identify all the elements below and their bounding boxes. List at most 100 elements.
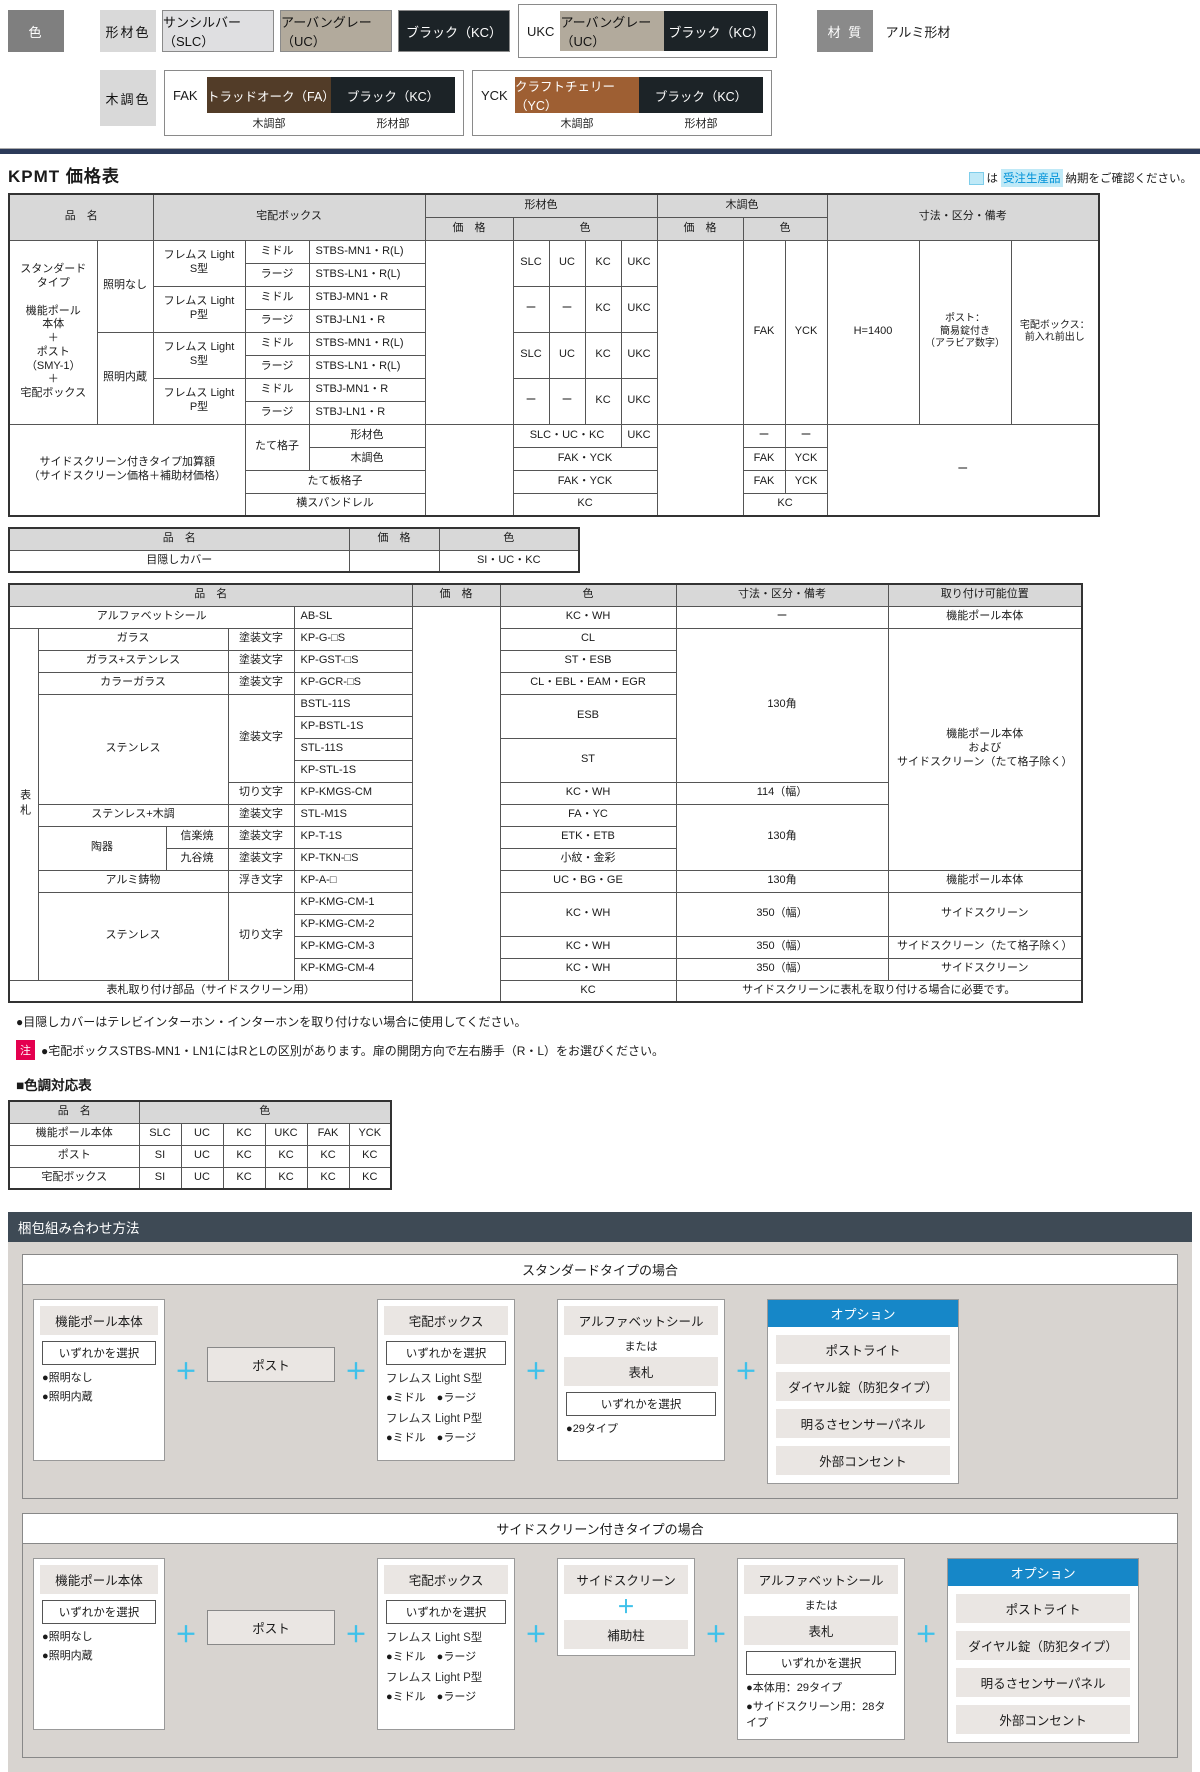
table-cell [656,239,744,425]
table-cell: KC [348,1144,392,1168]
header-cell: 取り付け可能位置 [887,583,1083,607]
pole-bullet: ●照明内蔵 [42,1650,93,1662]
table-cell: サイドスクリーン [887,957,1083,981]
table-cell [411,605,501,1003]
plus-icon: ＋ [175,1622,198,1647]
table-cell: KP-KMG-CM-1 [293,891,413,915]
table-cell: ー [784,423,828,448]
table-cell: UKC [620,239,658,287]
packing-section: 梱包組み合わせ方法 スタンダードタイプの場合 機能ポール本体 いずれかを選択 ●… [0,1212,1200,1772]
packing-panel: スタンダードタイプの場合 機能ポール本体 いずれかを選択 ●照明なし ●照明内蔵… [8,1242,1192,1772]
nameplate-label: アルファベットシール [744,1565,899,1594]
table-cell: ミドル [244,331,310,356]
pole-box: 機能ポール本体 いずれかを選択 ●照明なし ●照明内蔵 [33,1558,165,1730]
option-item: ポストライト [776,1335,951,1364]
header-cell: 木調色 [656,193,828,218]
nameplate-bullet: ●本体用：29タイプ [746,1682,842,1694]
fak-wood-swatch: トラッドオーク（FA） [207,77,335,113]
post-bar: ポスト [207,1610,336,1645]
fak-black-swatch: ブラック（KC） [331,77,455,113]
packing-sidescreen-title: サイドスクリーン付きタイプの場合 [23,1514,1177,1544]
pole-label: 機能ポール本体 [40,1306,158,1335]
option-item: 明るさセンサーパネル [776,1409,951,1438]
table-cell: ガラス+ステンレス [37,649,229,673]
packing-standard-flow: 機能ポール本体 いずれかを選択 ●照明なし ●照明内蔵 ＋ ポスト ＋ 宅配ボッ… [23,1285,1177,1498]
header-cell: 品 名 [8,527,350,551]
table-cell: サイドスクリーンに表札を取り付ける場合に必要です。 [675,979,1083,1003]
support-post-label: 補助柱 [564,1620,689,1649]
table-row: KP-KMG-CM-2 [9,913,1082,937]
pole-bullet: ●照明内蔵 [42,1391,93,1403]
table-cell: YCK [784,239,828,425]
table-cell: アルファベットシール [8,605,295,629]
table-cell: サイドスクリーン [887,891,1083,937]
table-cell: ー [675,605,889,629]
table-cell: 塗装文字 [227,627,295,651]
table-cell: 130角 [675,869,889,893]
table-cell: STBS-MN1・R(L) [308,331,426,356]
delivery-label: 宅配ボックス [384,1565,509,1594]
table-cell: 目隠しカバー [8,549,350,573]
header-cell: 寸法・区分・備考 [675,583,889,607]
table-cell: UKC [264,1122,308,1146]
table-cell: ラージ [244,354,310,379]
table-cell: KC・WH [499,891,677,937]
table-cell: KP-GCR-□S [293,671,413,695]
header-cell: 価 格 [424,216,514,241]
table-row: ラージ STBS-LN1・R(L) [9,354,1099,379]
delivery-options: ●ミドル ●ラージ [386,1651,477,1663]
packing-standard-section: スタンダードタイプの場合 機能ポール本体 いずれかを選択 ●照明なし ●照明内蔵… [22,1254,1178,1499]
table-cell: SI [138,1144,182,1168]
table-cell: STBJ-MN1・R [308,285,426,310]
table-row: ラージ STBJ-LN1・R [9,400,1099,425]
delivery-group: フレムス Light P型 [386,1413,483,1425]
color-map-table: 品 名色機能ポール本体 SLC UC KC UKC FAK YCK ポスト SI UC KC KC KC… [8,1100,392,1190]
table-row: ステンレス 切り文字 KP-KMG-CM-1 KC・WH 350（幅） サイドスクリーン [9,891,1083,981]
header-cell: 品 名 [8,193,154,241]
header-cell: 宅配ボックス [152,193,426,241]
table-cell: たて板格子 [244,469,426,494]
table-cell: FAK・YCK [512,446,658,471]
plus-icon: ＋ [525,1622,548,1647]
post-bar: ポスト [207,1347,336,1382]
nameplate-bullet: ●29タイプ [566,1423,618,1435]
nameplate-label2: 表札 [564,1357,719,1386]
table-cell: STL-11S [293,737,413,761]
fak-code: FAK [173,87,198,103]
table-cell: 114（幅） [675,781,889,805]
table-cell: YCK [784,469,828,494]
table-cell [424,239,514,425]
table-cell: 木調色 [308,446,426,471]
table-cell: KP-A-□ [293,869,413,893]
yck-wood-swatch: クラフトチェリー（YC） [515,77,639,113]
nameplate-box: アルファベットシール または 表札 いずれかを選択 ●本体用：29タイプ ●サイ… [737,1558,906,1740]
table-cell: KC [264,1166,308,1190]
table-cell: KP-G-□S [293,627,413,651]
table-cell: KC・WH [499,781,677,805]
nameplate-box: アルファベットシール または 表札 いずれかを選択 ●29タイプ [557,1299,726,1461]
table-cell: AB-SL [293,605,413,629]
option-box: オプション ポストライト ダイヤル錠（防犯タイプ） 明るさセンサーパネル 外部コ… [947,1558,1140,1743]
table-cell: SLC・UC・KC [512,423,622,448]
delivery-select: いずれかを選択 [386,1600,507,1624]
table-cell: 130角 [675,803,889,871]
table-cell: 機能ポール本体 [887,869,1083,893]
table-row: たて板格子 FAK・YCK FAK YCK [9,469,1099,494]
table-cell: カラーガラス [37,671,229,695]
table-cell: KC [222,1144,266,1168]
order-production-badge: 受注生産品 [1001,169,1063,187]
or-text: または [804,1600,838,1612]
table-cell: ミドル [244,377,310,402]
table-cell: 350（幅） [675,935,889,959]
header-cell: 形材色 [424,193,658,218]
table-cell: 宅配ボックス： 前入れ前出し [1010,239,1100,425]
table-row: 照明内蔵 フレムス Light S型 ミドル STBS-MN1・R(L) SLC UC KC… [9,331,1099,425]
table-cell: サイドスクリーン付きタイプ加算額 （サイドスクリーン価格＋補助材価格） [8,423,246,517]
table-cell: KP-KMG-CM-4 [293,957,413,981]
pole-label: 機能ポール本体 [40,1565,158,1594]
table-cell: ラージ [244,262,310,287]
table-cell: 塗装文字 [227,825,295,849]
table-cell: KP-BSTL-1S [293,715,413,739]
ukc-left-swatch: アーバングレー（UC） [560,11,665,51]
plus-icon: ＋ [705,1622,728,1647]
